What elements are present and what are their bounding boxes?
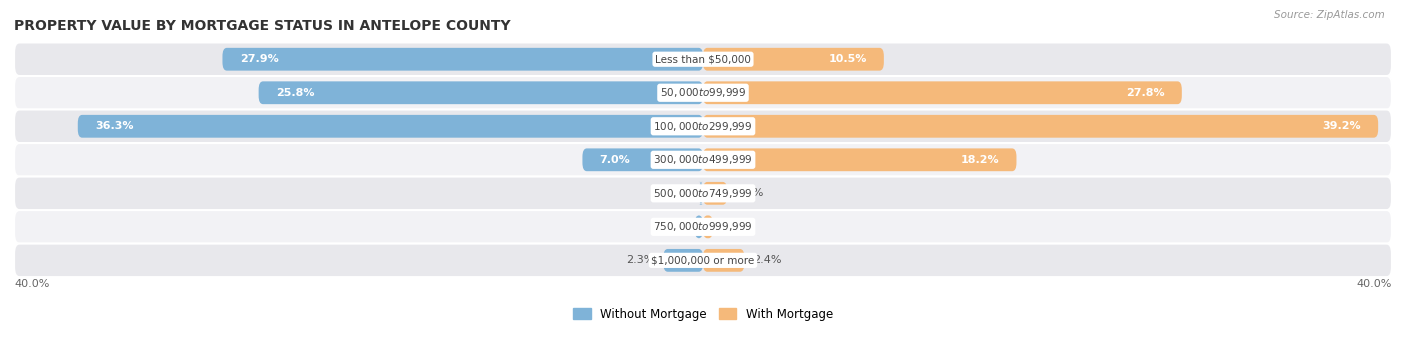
Text: 2.4%: 2.4%	[754, 255, 782, 265]
FancyBboxPatch shape	[259, 81, 703, 104]
Legend: Without Mortgage, With Mortgage: Without Mortgage, With Mortgage	[568, 303, 838, 325]
Text: 10.5%: 10.5%	[828, 54, 866, 64]
Text: 27.8%: 27.8%	[1126, 88, 1164, 98]
Text: PROPERTY VALUE BY MORTGAGE STATUS IN ANTELOPE COUNTY: PROPERTY VALUE BY MORTGAGE STATUS IN ANT…	[14, 19, 510, 33]
FancyBboxPatch shape	[14, 76, 1392, 109]
FancyBboxPatch shape	[222, 48, 703, 71]
Text: $1,000,000 or more: $1,000,000 or more	[651, 255, 755, 265]
Text: 1.4%: 1.4%	[735, 188, 763, 198]
FancyBboxPatch shape	[664, 249, 703, 272]
Text: $100,000 to $299,999: $100,000 to $299,999	[654, 120, 752, 133]
Text: 25.8%: 25.8%	[276, 88, 315, 98]
Text: Source: ZipAtlas.com: Source: ZipAtlas.com	[1274, 10, 1385, 20]
FancyBboxPatch shape	[14, 109, 1392, 143]
FancyBboxPatch shape	[703, 148, 1017, 171]
Text: 40.0%: 40.0%	[1357, 279, 1392, 289]
Text: $750,000 to $999,999: $750,000 to $999,999	[654, 220, 752, 233]
Text: 39.2%: 39.2%	[1322, 121, 1361, 131]
Text: 2.3%: 2.3%	[627, 255, 655, 265]
Text: 0.57%: 0.57%	[718, 222, 754, 232]
FancyBboxPatch shape	[14, 143, 1392, 176]
FancyBboxPatch shape	[77, 115, 703, 138]
Text: 18.2%: 18.2%	[960, 155, 1000, 165]
Text: 0.24%: 0.24%	[658, 188, 693, 198]
Text: 0.48%: 0.48%	[654, 222, 689, 232]
FancyBboxPatch shape	[14, 243, 1392, 277]
FancyBboxPatch shape	[703, 81, 1182, 104]
FancyBboxPatch shape	[582, 148, 703, 171]
Text: 27.9%: 27.9%	[239, 54, 278, 64]
FancyBboxPatch shape	[703, 48, 884, 71]
Text: $50,000 to $99,999: $50,000 to $99,999	[659, 86, 747, 99]
FancyBboxPatch shape	[14, 210, 1392, 243]
FancyBboxPatch shape	[703, 182, 727, 205]
FancyBboxPatch shape	[703, 216, 713, 238]
Text: $300,000 to $499,999: $300,000 to $499,999	[654, 153, 752, 166]
Text: 36.3%: 36.3%	[96, 121, 134, 131]
FancyBboxPatch shape	[703, 115, 1378, 138]
Text: $500,000 to $749,999: $500,000 to $749,999	[654, 187, 752, 200]
FancyBboxPatch shape	[699, 182, 703, 205]
Text: Less than $50,000: Less than $50,000	[655, 54, 751, 64]
FancyBboxPatch shape	[14, 42, 1392, 76]
FancyBboxPatch shape	[695, 216, 703, 238]
FancyBboxPatch shape	[14, 176, 1392, 210]
Text: 40.0%: 40.0%	[14, 279, 49, 289]
FancyBboxPatch shape	[703, 249, 744, 272]
Text: 7.0%: 7.0%	[599, 155, 630, 165]
